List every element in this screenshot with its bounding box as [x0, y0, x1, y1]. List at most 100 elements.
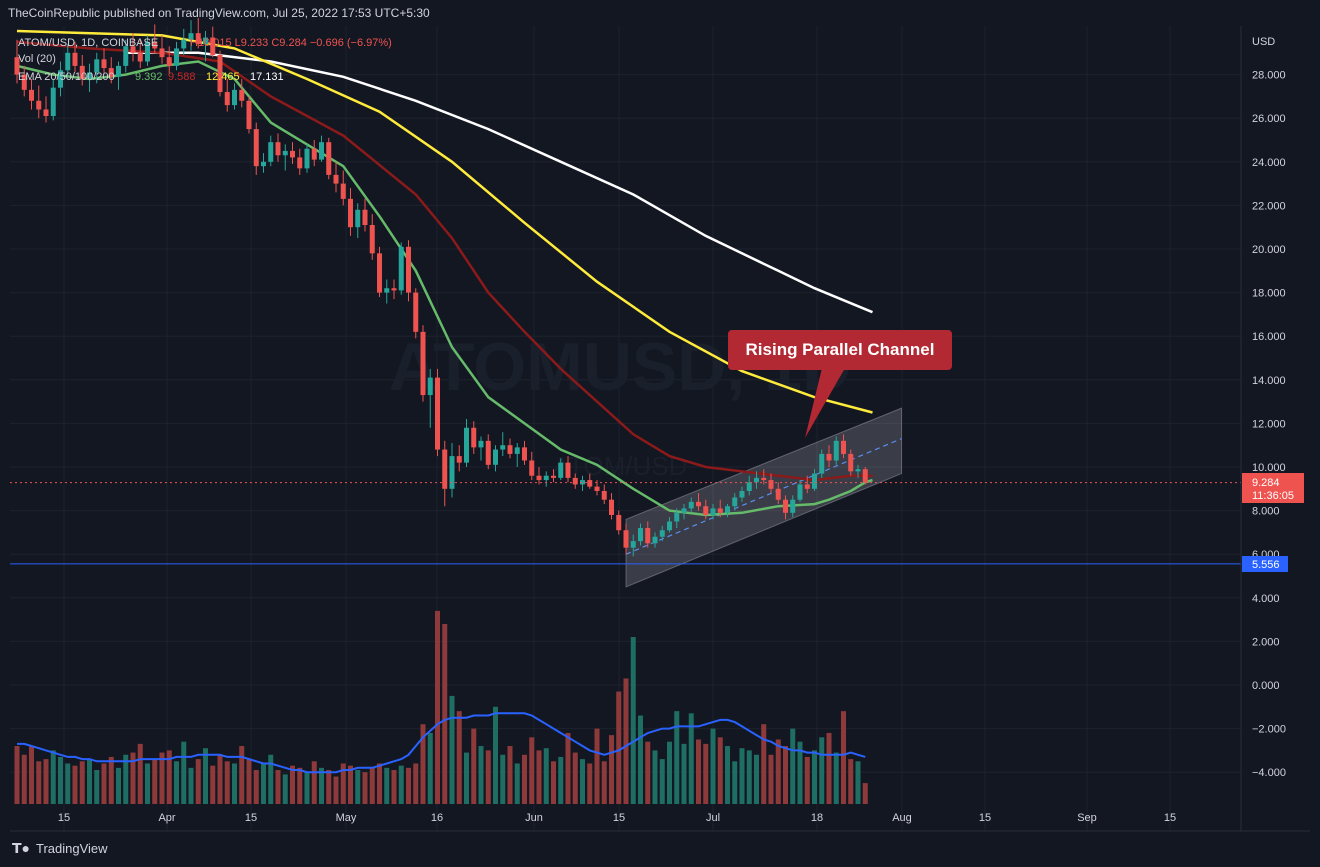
candle — [108, 57, 114, 84]
volume-bar — [623, 678, 629, 804]
candle — [572, 473, 578, 489]
candle-body — [304, 148, 310, 169]
annotation-callout[interactable]: Rising Parallel Channel — [728, 330, 952, 438]
volume-bar — [522, 754, 527, 804]
candle-body — [94, 59, 100, 73]
candle-body — [319, 142, 324, 160]
candle-body — [485, 440, 491, 465]
candle — [833, 436, 839, 465]
time-axis[interactable]: 15 Apr 15 May 16 Jun 15 Jul 18 Aug 15 Sep 15 — [10, 812, 1310, 832]
y-tick-label: 18.000 — [1252, 288, 1286, 300]
annotation-pointer — [805, 368, 845, 438]
candle-body — [775, 488, 781, 500]
candle-body — [768, 480, 774, 489]
candle — [362, 198, 368, 232]
candle-body — [630, 541, 636, 548]
candle-body — [348, 198, 353, 228]
volume-bar — [130, 752, 136, 804]
brand[interactable]: 𝗧● TradingView — [12, 840, 108, 857]
x-tick-label: 18 — [811, 812, 823, 824]
candle — [529, 451, 535, 481]
candle-body — [659, 530, 665, 537]
y-tick-label: 12.000 — [1252, 418, 1286, 430]
volume-bar — [152, 759, 158, 804]
volume-bar — [790, 728, 796, 804]
volume-bar — [493, 706, 498, 804]
candle-body — [181, 39, 187, 49]
support-price-value: 5.556 — [1252, 559, 1280, 571]
candle — [406, 240, 411, 302]
candle — [710, 504, 716, 520]
volume-bar — [391, 770, 397, 804]
candle — [587, 473, 593, 489]
support-price-tag: 5.556 — [1242, 556, 1288, 572]
candle-body — [391, 288, 397, 291]
volume-bar — [413, 763, 419, 804]
candle-body — [609, 499, 614, 515]
support-price-tag-bg — [1242, 556, 1288, 572]
candle — [253, 122, 259, 175]
candle-body — [580, 480, 585, 485]
candle-body — [739, 490, 745, 498]
volume-bar — [783, 746, 788, 804]
candle — [275, 133, 281, 162]
candle — [333, 161, 339, 193]
volume-bar — [630, 637, 636, 804]
candle-body — [369, 225, 375, 254]
candle — [94, 52, 100, 84]
y-tick-label: 20.000 — [1252, 244, 1286, 256]
candle-body — [536, 475, 542, 481]
candle — [58, 61, 63, 97]
x-tick-label: Jul — [706, 812, 720, 824]
volume-bar — [819, 737, 825, 804]
candle — [471, 421, 477, 454]
volume-bar — [754, 754, 759, 804]
candle-body — [652, 536, 658, 544]
candle — [565, 456, 571, 483]
volume-bar — [232, 763, 237, 804]
volume-bar — [406, 767, 411, 804]
candle — [181, 28, 187, 55]
candle-body — [377, 253, 382, 293]
volume-bar — [210, 765, 216, 804]
candle — [522, 440, 527, 465]
candle — [536, 467, 542, 485]
volume-bar — [275, 770, 281, 804]
candle — [50, 78, 56, 121]
candle-body — [848, 453, 854, 472]
candle — [558, 458, 564, 481]
countdown-value: 11:36:05 — [1252, 490, 1294, 502]
tradingview-logo-icon: 𝗧● — [12, 840, 31, 856]
candle — [297, 148, 303, 175]
candle — [623, 523, 629, 555]
candle-body — [841, 440, 846, 454]
candle-body — [746, 482, 752, 491]
candle — [746, 475, 752, 496]
candle-body — [43, 109, 49, 117]
candle-body — [449, 456, 455, 489]
volume-bar — [652, 750, 658, 804]
candle — [268, 135, 274, 167]
candle — [485, 434, 491, 470]
candle-body — [507, 445, 513, 454]
volume-bar — [551, 761, 556, 804]
candle — [659, 525, 665, 542]
candle — [123, 39, 129, 73]
volume-bar — [812, 750, 817, 804]
candle — [841, 434, 846, 459]
candle-body — [152, 41, 158, 49]
volume-bar — [398, 765, 404, 804]
candle — [232, 83, 237, 110]
price-axis[interactable]: USD 28.000 26.000 24.000 22.000 20.000 18.000… — [1240, 26, 1286, 831]
candle — [442, 440, 448, 507]
candle-body — [819, 453, 825, 474]
candle-body — [855, 469, 861, 472]
volume-bar — [21, 754, 27, 804]
volume-bar — [253, 770, 259, 804]
candle — [304, 144, 310, 173]
candle-body — [29, 89, 34, 101]
candle-body — [413, 292, 419, 332]
candle — [319, 135, 324, 162]
candle-body — [224, 92, 230, 106]
